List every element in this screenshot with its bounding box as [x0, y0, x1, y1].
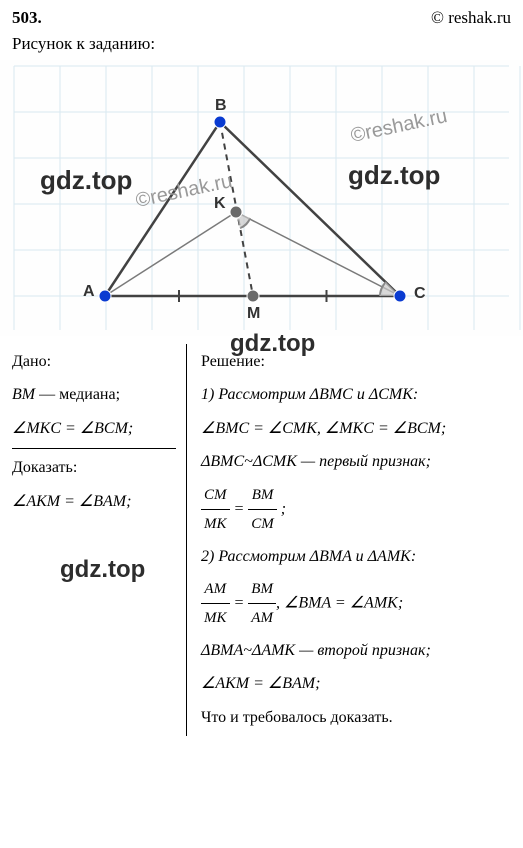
svg-text:B: B	[215, 97, 227, 114]
sol-step4: CMMK = BMCM ;	[201, 481, 511, 539]
sol-step6-rest: , ∠BMA = ∠AMK;	[276, 595, 403, 612]
frac2-num: BM	[248, 481, 277, 511]
given-line2: ∠MKC = ∠BCM;	[12, 414, 176, 444]
proof-section: Дано: BM — медиана; ∠MKC = ∠BCM; Доказат…	[0, 336, 523, 736]
given-title: Дано:	[12, 347, 176, 377]
sol-step9: Что и требовалось доказать.	[201, 703, 511, 733]
frac2-den: CM	[248, 510, 277, 539]
svg-text:C: C	[414, 285, 426, 302]
divider-line	[12, 448, 176, 449]
frac3-num: AM	[201, 575, 230, 605]
prove-line1: ∠AKM = ∠BAM;	[12, 487, 176, 517]
sol-step7: ΔBMA~ΔAMK — второй признак;	[201, 636, 511, 666]
frac3-den: MK	[201, 604, 230, 633]
frac4-den: AM	[248, 604, 276, 633]
figure-caption: Рисунок к заданию:	[0, 32, 523, 60]
svg-text:A: A	[83, 283, 95, 300]
problem-number: 503.	[12, 8, 42, 28]
svg-text:M: M	[247, 305, 260, 322]
sol-step6: AMMK = BMAM, ∠BMA = ∠AMK;	[201, 575, 511, 633]
svg-text:K: K	[214, 195, 226, 212]
given-median-text: — медиана;	[35, 386, 120, 403]
sol-step1: 1) Рассмотрим ΔBMC и ΔCMK:	[201, 380, 511, 410]
diagram-container: ABCMK gdz.top gdz.top ©reshak.ru ©reshak…	[0, 60, 523, 336]
copyright-text: © reshak.ru	[431, 8, 511, 28]
given-column: Дано: BM — медиана; ∠MKC = ∠BCM; Доказат…	[12, 344, 187, 736]
frac4-num: BM	[248, 575, 276, 605]
sol-step5: 2) Рассмотрим ΔBMA и ΔAMK:	[201, 542, 511, 572]
frac1-den: MK	[201, 510, 230, 539]
frac1-num: CM	[201, 481, 230, 511]
triangle-diagram: A B C M K	[0, 60, 523, 336]
sol-step8: ∠AKM = ∠BAM;	[201, 669, 511, 699]
given-line1: BM — медиана;	[12, 380, 176, 410]
solution-column: Решение: 1) Рассмотрим ΔBMC и ΔCMK: ∠BMC…	[187, 344, 511, 736]
given-median-var: BM	[12, 386, 35, 403]
sol-step2: ∠BMC = ∠CMK, ∠MKC = ∠BCM;	[201, 414, 511, 444]
solution-title: Решение:	[201, 347, 511, 377]
prove-title: Доказать:	[12, 453, 176, 483]
sol-step3: ΔBMC~ΔCMK — первый признак;	[201, 447, 511, 477]
